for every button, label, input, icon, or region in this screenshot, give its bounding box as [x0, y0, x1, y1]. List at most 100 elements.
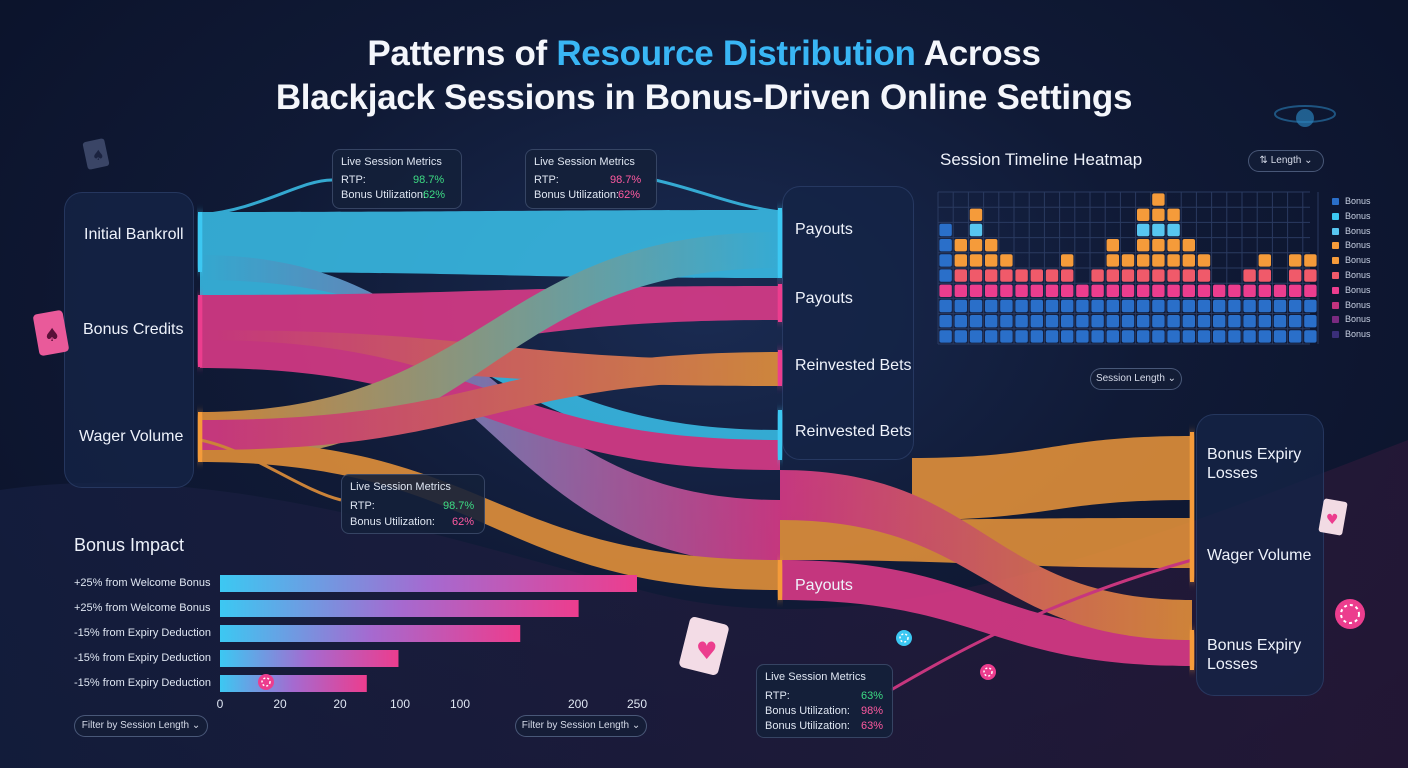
filter-dropdown-2[interactable]: Filter by Session Length ⌄ — [515, 715, 647, 737]
heatmap-length-dropdown[interactable]: ⇅ Length ⌄ — [1248, 150, 1324, 172]
heatmap-cell — [939, 284, 952, 297]
flow-wager-payouts-3 — [200, 440, 780, 590]
x-tick-label: 200 — [567, 697, 589, 711]
heatmap-cell — [1030, 315, 1043, 328]
heatmap-cell — [1182, 330, 1195, 343]
heatmap-cell — [985, 284, 998, 297]
node-bar — [1190, 630, 1194, 670]
heatmap-cell — [939, 269, 952, 282]
svg-text:♥: ♥ — [696, 637, 718, 665]
heatmap-cell — [1015, 269, 1028, 282]
heatmap-cell — [1000, 299, 1013, 313]
node-bar — [778, 208, 782, 278]
heatmap-cell — [1137, 208, 1150, 221]
heatmap-cell — [1243, 269, 1256, 282]
heatmap-cell — [1289, 284, 1302, 297]
heatmap-cell — [1045, 330, 1059, 343]
metrics-rtp-value: 63% — [861, 690, 884, 702]
heatmap-cell — [1030, 330, 1043, 343]
metrics-title: Live Session Metrics — [341, 156, 442, 168]
node-bar — [778, 350, 782, 386]
heatmap-cell — [1106, 299, 1119, 313]
heatmap-cell — [1061, 330, 1074, 343]
heatmap-cell — [1228, 315, 1241, 328]
heatmap-cell — [1182, 299, 1195, 313]
heatmap-cell — [1152, 239, 1165, 252]
legend-label: Bonus — [1345, 284, 1371, 295]
heatmap-cell — [1000, 269, 1013, 282]
heatmap-cell — [1015, 284, 1028, 297]
heatmap-cell — [1121, 284, 1135, 297]
right-label-wager-volume: Wager Volume — [1207, 547, 1312, 564]
heatmap-cell — [1152, 299, 1165, 313]
bar-category-label: +25% from Welcome Bonus — [74, 602, 211, 614]
heatmap-cell — [1152, 330, 1165, 343]
right-label-bonus-expiry-2: Bonus Expiry Losses — [1207, 637, 1302, 673]
flow-mid-expiry-2 — [780, 560, 1192, 666]
session-length-dropdown[interactable]: Session Length ⌄ — [1090, 368, 1182, 390]
heatmap-cell — [1289, 254, 1302, 267]
heatmap-cell — [1137, 315, 1150, 328]
connector-line — [199, 438, 342, 502]
heatmap-cell — [1273, 299, 1287, 313]
middle-label-payouts-3: Payouts — [795, 577, 853, 594]
bonus-bar — [220, 625, 521, 642]
heatmap-cell — [1273, 284, 1287, 297]
metrics-rtp-label: RTP: — [534, 174, 559, 186]
middle-label-reinvested-1: Reinvested Bets — [795, 357, 912, 374]
playing-card-icon: ♠ — [33, 310, 69, 356]
heatmap-cell — [1076, 315, 1089, 328]
heatmap-cell — [1197, 315, 1211, 328]
connector-line — [890, 558, 1193, 692]
heatmap-cell — [1304, 315, 1317, 328]
heatmap-cell — [1258, 254, 1271, 267]
heatmap-cell — [985, 239, 998, 252]
metrics-rtp-label: RTP: — [350, 500, 375, 512]
heatmap-cell — [1121, 299, 1135, 313]
filter-dropdown-1[interactable]: Filter by Session Length ⌄ — [74, 715, 208, 737]
flow-wager-reinvested — [200, 352, 780, 450]
middle-label-payouts-2: Payouts — [795, 290, 853, 307]
heatmap-cell — [1152, 315, 1165, 328]
legend-label: Bonus — [1345, 270, 1371, 280]
heatmap-cell — [1167, 208, 1180, 221]
bonus-bar — [220, 575, 637, 592]
node-bar — [198, 212, 202, 272]
chevron-down-icon: ⌄ — [1304, 155, 1313, 166]
heatmap-cell — [1213, 315, 1226, 328]
heatmap-cell — [969, 299, 983, 313]
heatmap-cell — [1197, 254, 1211, 267]
legend-label: Bonus — [1345, 255, 1371, 266]
metrics-bonus-value-2: 63% — [861, 720, 884, 732]
heatmap-cell — [1015, 315, 1028, 328]
heatmap-cell — [1197, 284, 1211, 297]
heatmap-cell — [1152, 284, 1165, 297]
metrics-bonus-value: 98% — [861, 705, 884, 717]
heatmap-cell — [1243, 284, 1256, 297]
metrics-title: Live Session Metrics — [765, 671, 866, 683]
legend-swatch — [1332, 272, 1339, 279]
source-label-initial-bankroll: Initial Bankroll — [84, 226, 184, 243]
legend-swatch — [1332, 198, 1339, 205]
heatmap-cell — [985, 315, 998, 328]
heatmap-cell — [1258, 269, 1271, 282]
flow-mid-expiry-3 — [780, 470, 1192, 640]
svg-text:♠: ♠ — [92, 148, 105, 164]
heatmap-cell — [939, 239, 952, 252]
heatmap-cell — [985, 330, 998, 343]
heatmap-cell — [954, 269, 967, 282]
heatmap-cell — [1258, 299, 1271, 313]
node-bar — [198, 412, 202, 462]
heatmap-cell — [1243, 330, 1256, 343]
x-tick-label: 100 — [449, 697, 471, 711]
heatmap-cell — [1182, 269, 1195, 282]
heatmap-cell — [1167, 315, 1180, 328]
metrics-bonus-value: 62% — [618, 189, 641, 201]
bonus-bar — [220, 650, 399, 667]
heatmap-cell — [1213, 299, 1226, 313]
title-highlight: Resource Distribution — [556, 34, 916, 73]
right-label-bonus-expiry-1: Bonus Expiry Losses — [1207, 446, 1302, 482]
heatmap-cell — [1137, 223, 1150, 237]
